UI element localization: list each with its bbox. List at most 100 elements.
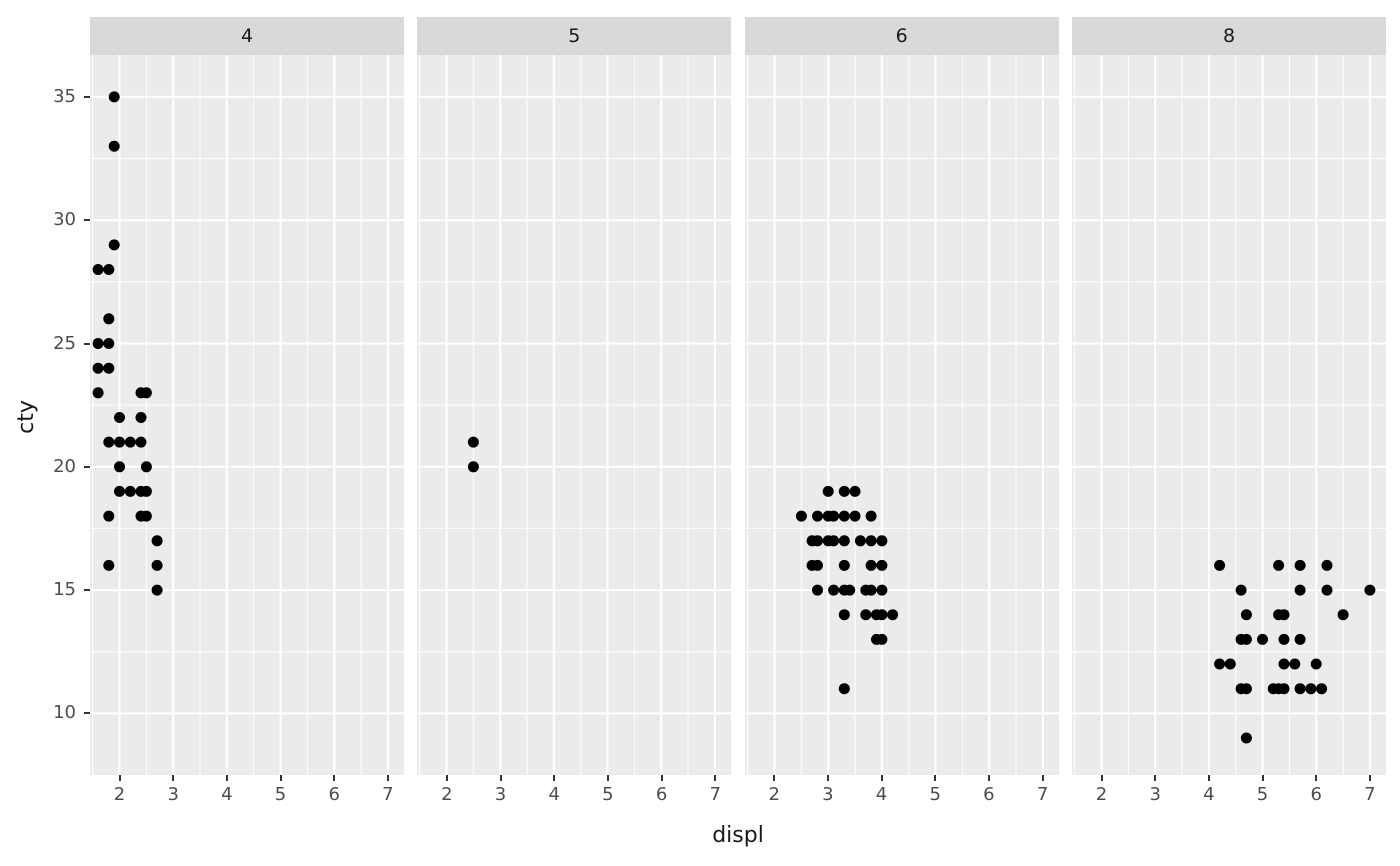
data-point [114,461,125,473]
data-point [468,436,480,448]
data-point [1278,683,1290,695]
data-point [1240,633,1252,645]
x-tick-label: 7 [1364,784,1376,805]
data-point [838,485,850,497]
data-point [1294,633,1306,645]
data-point [103,338,115,349]
x-axis-tick [279,775,282,781]
data-point [1214,559,1226,571]
x-axis-tick [386,775,389,781]
data-point [822,485,834,497]
data-point [1294,584,1306,596]
x-tick-label: 3 [822,784,834,805]
x-tick-label: 4 [221,784,233,805]
x-axis-title: displ [712,823,764,848]
data-point [108,91,120,103]
x-tick-label: 7 [709,784,721,805]
data-point [811,535,823,547]
data-point [838,609,850,621]
y-tick-label: 10 [53,702,76,724]
x-axis-tick [1154,775,1157,781]
x-tick-label: 4 [548,784,560,805]
x-axis-tick [1041,775,1044,781]
data-point [1278,658,1290,670]
data-point [114,436,125,448]
facet-strip: 6 [744,17,1059,55]
data-point [114,485,125,497]
data-point [1321,584,1333,596]
x-axis-tick [499,775,502,781]
data-point [1310,658,1322,670]
x-tick-label: 4 [875,784,888,805]
x-tick-label: 3 [167,784,179,805]
x-tick-label: 6 [655,784,668,805]
data-point [92,387,104,399]
x-axis-tick [172,775,175,781]
x-tick-label: 6 [1310,784,1322,805]
data-point [1256,633,1268,645]
data-point [1240,683,1252,695]
data-point [1337,609,1349,621]
data-point [876,559,888,571]
x-tick-label: 3 [494,784,507,805]
data-point [1321,559,1333,571]
y-tick-label: 20 [53,455,76,477]
data-point [876,609,888,621]
data-point [151,535,163,547]
x-axis-tick [553,775,556,781]
data-point [140,461,152,473]
data-point [827,584,839,596]
data-point [124,485,136,497]
x-tick-label: 2 [441,784,453,805]
data-point [795,510,807,522]
facet-panel-8 [1071,55,1386,775]
data-point [886,609,898,621]
data-point [108,239,120,251]
data-point [865,510,877,522]
data-point [1273,559,1285,571]
data-point [124,436,136,448]
x-axis-tick [333,775,336,781]
data-point [1235,584,1247,596]
data-point [1214,658,1226,670]
data-point [92,362,104,374]
data-point [103,436,115,448]
data-point [876,633,888,645]
x-tick-label: 2 [1095,784,1108,805]
data-point [103,313,115,325]
x-axis-tick [934,775,937,781]
y-axis-tick [84,95,90,98]
data-point [92,264,104,275]
x-axis-tick [1368,775,1371,781]
y-axis-tick [84,465,90,468]
x-axis-tick [118,775,121,781]
data-point [811,559,823,571]
data-point [103,264,115,275]
x-axis-tick [987,775,990,781]
data-point [103,362,115,374]
data-point [1278,609,1290,621]
x-tick-label: 6 [983,784,995,805]
facet-strip-label: 5 [568,25,581,47]
data-point [876,584,888,596]
data-point [1294,683,1306,695]
data-point [1289,658,1301,670]
facet-strip: 5 [417,17,732,55]
x-tick-label: 4 [1203,784,1215,805]
x-axis-tick [1207,775,1210,781]
data-point [140,387,152,399]
x-tick-label: 3 [1149,784,1161,805]
x-axis-tick [660,775,663,781]
x-axis-tick [225,775,228,781]
x-axis-tick [1261,775,1264,781]
facet-strip-label: 4 [240,25,254,47]
data-point [876,535,888,547]
data-point [865,535,877,547]
data-point [135,436,147,448]
x-tick-label: 6 [328,784,340,805]
data-point [811,584,823,596]
y-axis-title: cty [14,400,39,434]
data-point [865,559,877,571]
data-point [1224,658,1236,670]
